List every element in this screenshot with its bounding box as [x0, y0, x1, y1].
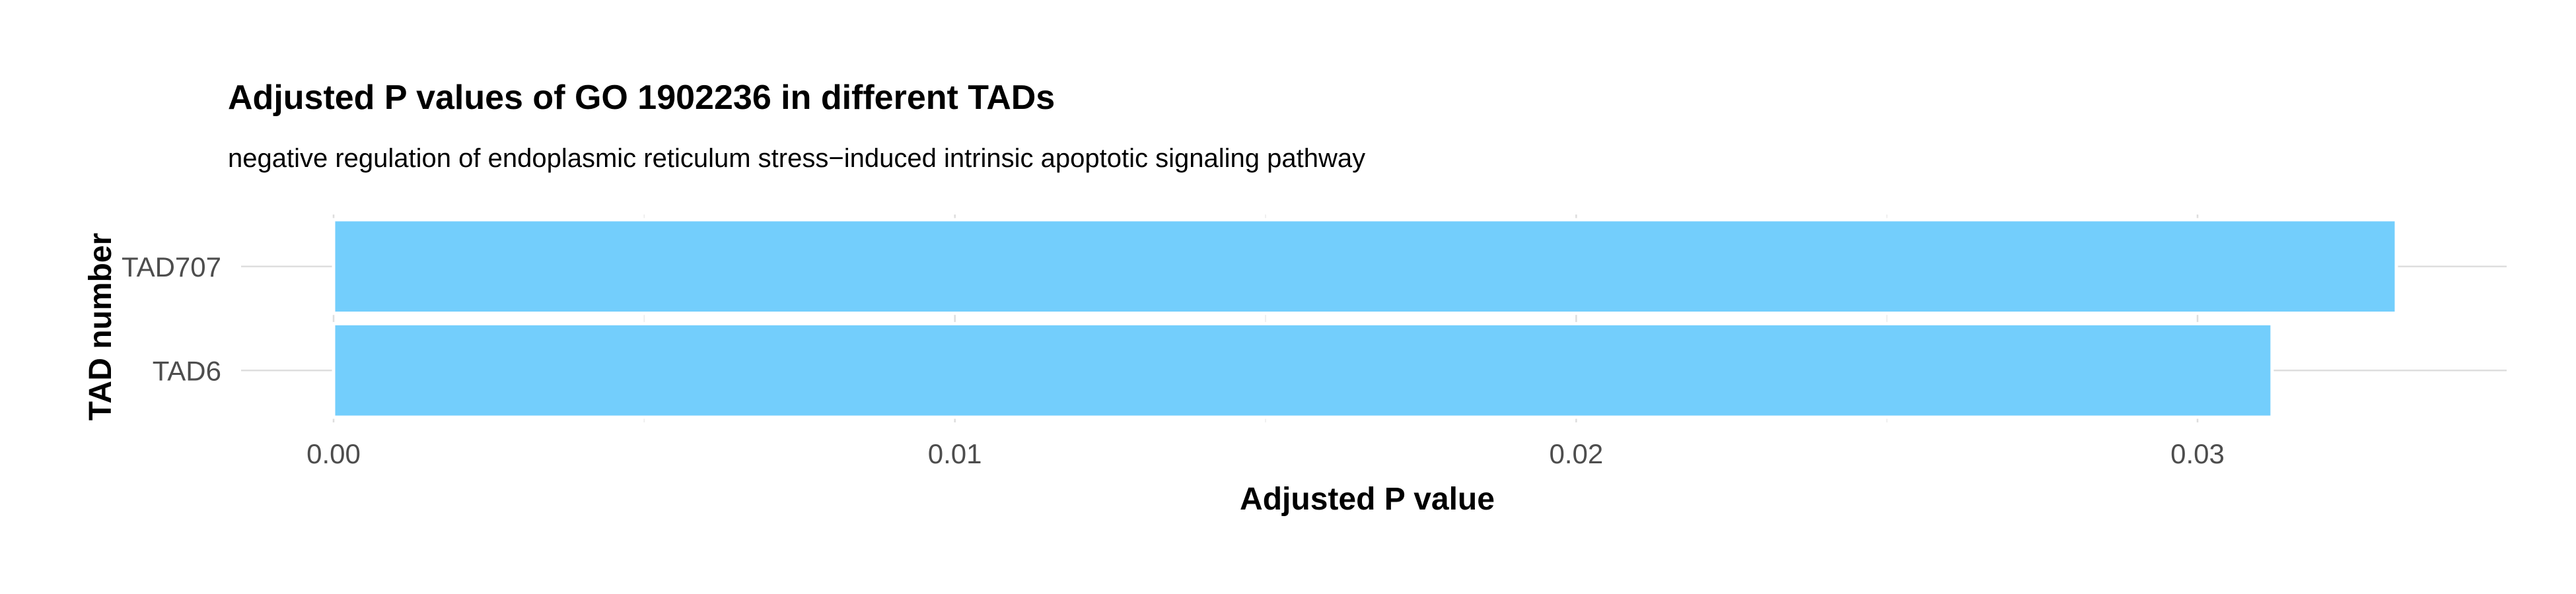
chart-title: Adjusted P values of GO 1902236 in diffe… [228, 79, 1055, 117]
y-tick-labels: TAD707 TAD6 [122, 251, 221, 387]
x-tick-labels: 0.00 0.01 0.02 0.03 [306, 438, 2225, 469]
x-tick-label: 0.00 [306, 438, 361, 469]
x-tick-label: 0.01 [928, 438, 982, 469]
x-tick-label: 0.03 [2170, 438, 2225, 469]
bars [332, 218, 2398, 419]
y-axis-title: TAD number [83, 233, 118, 420]
bar-tad6 [332, 321, 2274, 419]
chart-subtitle: negative regulation of endoplasmic retic… [228, 144, 1365, 173]
y-tick-label: TAD707 [122, 251, 221, 282]
bar-tad707 [332, 218, 2398, 315]
x-axis-title: Adjusted P value [1240, 482, 1495, 517]
y-tick-label: TAD6 [153, 355, 221, 386]
x-tick-label: 0.02 [1549, 438, 1603, 469]
